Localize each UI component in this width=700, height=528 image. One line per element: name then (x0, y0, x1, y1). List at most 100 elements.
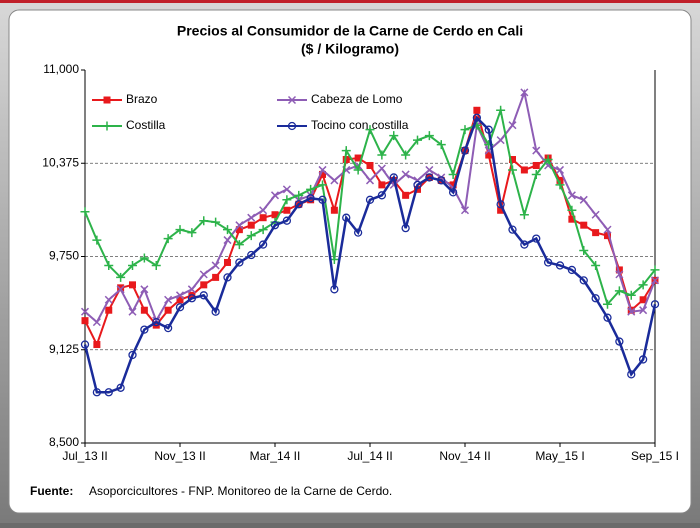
marker (592, 229, 600, 237)
marker (224, 258, 231, 266)
marker (116, 272, 126, 282)
marker (497, 206, 505, 214)
marker (129, 281, 136, 289)
marker (200, 281, 208, 289)
marker (604, 232, 611, 240)
marker (579, 276, 588, 285)
marker (508, 165, 517, 175)
marker (199, 291, 208, 300)
marker (377, 191, 387, 200)
marker (104, 388, 113, 397)
legend-marker (287, 121, 297, 131)
marker (223, 225, 232, 235)
marker (377, 164, 386, 173)
legend-label: Brazo (126, 92, 158, 106)
legend-marker (287, 95, 297, 105)
marker (330, 176, 339, 185)
y-tick-label: 8,500 (49, 435, 79, 449)
marker (389, 173, 398, 182)
marker (580, 221, 588, 229)
marker (282, 195, 292, 205)
marker (117, 284, 125, 292)
y-tick-label: 9,125 (49, 342, 79, 356)
marker (104, 295, 113, 304)
marker (508, 225, 517, 234)
marker (175, 291, 185, 300)
marker (520, 240, 529, 249)
marker (603, 225, 612, 234)
marker (638, 355, 648, 364)
marker (163, 323, 173, 333)
legend-marker (102, 121, 112, 131)
marker (294, 190, 304, 200)
marker (318, 165, 327, 174)
x-tick-label: Jul_14 II (347, 449, 392, 463)
marker (283, 206, 291, 214)
marker (615, 270, 624, 279)
marker (424, 131, 434, 141)
marker (520, 166, 528, 174)
marker (532, 146, 541, 155)
marker (365, 195, 375, 204)
marker (80, 340, 90, 349)
marker (532, 161, 540, 169)
marker (199, 270, 208, 279)
legend-label: Tocino con costilla (311, 118, 409, 132)
marker (473, 106, 481, 114)
marker (413, 135, 422, 145)
marker (496, 200, 505, 209)
y-tick-label: 10,375 (42, 155, 79, 169)
marker (128, 307, 137, 316)
marker (627, 307, 636, 316)
chart-subtitle: ($ / Kilogramo) (301, 41, 399, 57)
marker (318, 195, 327, 204)
marker (235, 226, 243, 234)
marker (638, 280, 648, 290)
marker (81, 317, 89, 325)
marker (199, 216, 209, 226)
marker (591, 260, 601, 270)
marker (591, 294, 600, 303)
marker (603, 313, 612, 322)
marker (508, 121, 517, 130)
marker (341, 146, 351, 156)
marker (531, 169, 541, 179)
marker (175, 303, 185, 312)
marker (591, 210, 600, 219)
marker (164, 295, 173, 304)
marker (294, 200, 303, 209)
marker (235, 221, 244, 230)
marker (378, 181, 386, 189)
source-text: Asoporcicultores - FNP. Monitoreo de la … (89, 484, 392, 498)
marker (306, 184, 316, 194)
marker (92, 318, 101, 327)
marker (128, 350, 137, 360)
marker (163, 234, 173, 244)
marker (650, 300, 660, 309)
marker (532, 234, 541, 243)
marker (614, 286, 624, 296)
marker (93, 341, 101, 349)
marker (603, 299, 612, 309)
marker (555, 165, 565, 174)
top-bar (0, 0, 700, 3)
marker (235, 258, 244, 267)
panel (8, 9, 692, 514)
marker (246, 231, 256, 241)
chart-title: Precios al Consumidor de la Carne de Cer… (177, 23, 523, 39)
marker (568, 215, 576, 223)
marker (353, 165, 363, 175)
marker (509, 156, 516, 164)
marker (543, 258, 553, 267)
marker (436, 140, 446, 150)
marker (472, 113, 482, 122)
marker (485, 151, 493, 159)
x-tick-label: Nov_14 II (439, 449, 490, 463)
marker (187, 294, 197, 303)
marker (270, 221, 280, 230)
x-tick-label: Sep_15 I (631, 449, 679, 463)
marker (139, 253, 149, 263)
x-tick-label: Nov_13 II (154, 449, 205, 463)
marker (413, 180, 422, 190)
marker (401, 170, 410, 179)
